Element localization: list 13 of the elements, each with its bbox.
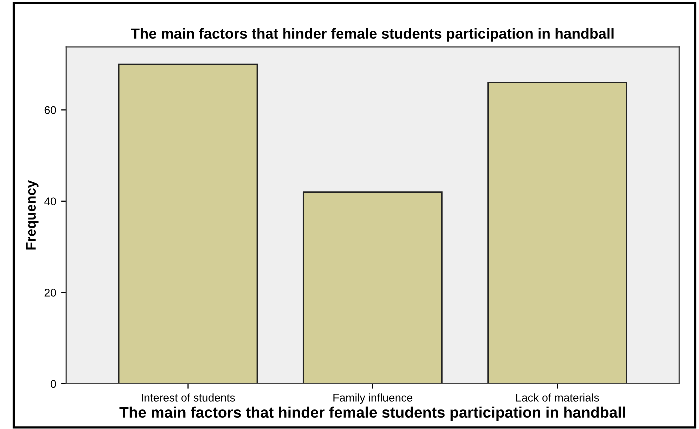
x-tick-label: Family influence [334,394,413,404]
y-tick-label: 40 [44,198,56,206]
x-axis-title: The main factors that hinder female students participation in handball [120,406,626,422]
y-axis-title: Frequency [26,180,39,250]
y-tick-label: 0 [50,380,56,388]
x-tick-label: Lack of materials [516,394,600,402]
bar [302,192,443,384]
y-tick-label: 20 [44,288,56,297]
y-tick-label: 60 [44,106,56,114]
x-tick-label: Interest of students [142,394,236,402]
bar [488,82,628,384]
bar [118,64,258,384]
chart-title: The main factors that hinder female students participation in handball [131,28,614,42]
